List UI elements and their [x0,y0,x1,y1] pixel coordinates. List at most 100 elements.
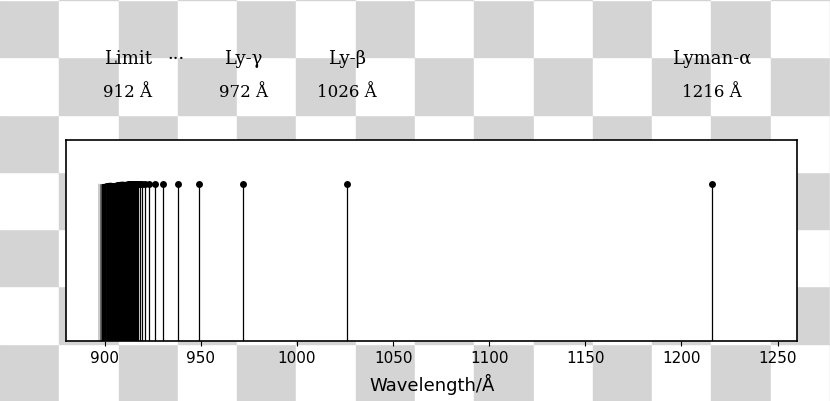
Bar [296,286,356,344]
Text: 1026 Å: 1026 Å [317,85,377,101]
Bar [534,0,593,57]
Bar [178,0,237,57]
Bar [356,172,415,229]
Bar [593,172,652,229]
Bar [711,229,771,286]
Bar [237,57,296,115]
Bar [474,344,534,401]
Bar [415,344,474,401]
Bar [534,229,593,286]
Bar [178,286,237,344]
Bar [296,344,356,401]
Bar [771,344,830,401]
Bar [771,229,830,286]
Bar [119,115,178,172]
Bar [356,0,415,57]
Text: Lyman-α: Lyman-α [672,50,752,68]
Text: Limit: Limit [104,50,152,68]
Bar [593,115,652,172]
Bar [356,229,415,286]
Bar [178,344,237,401]
Bar [711,0,771,57]
Bar [119,229,178,286]
Bar [296,172,356,229]
Bar [771,286,830,344]
Bar [771,0,830,57]
Bar [0,57,59,115]
Bar [652,0,711,57]
Bar [534,344,593,401]
Bar [415,115,474,172]
Bar [296,0,356,57]
Bar [771,57,830,115]
Bar [711,57,771,115]
Bar [178,57,237,115]
Bar [534,172,593,229]
Bar [534,115,593,172]
Text: Ly-γ: Ly-γ [224,50,262,68]
Text: 1216 Å: 1216 Å [682,85,742,101]
Bar [652,344,711,401]
Bar [59,344,119,401]
Bar [59,172,119,229]
Bar [771,172,830,229]
Bar [356,115,415,172]
Bar [711,286,771,344]
Bar [0,0,59,57]
Bar [652,172,711,229]
Bar [534,286,593,344]
Bar [59,57,119,115]
Bar [415,0,474,57]
Bar [178,229,237,286]
Bar [237,0,296,57]
Bar [119,344,178,401]
Bar [652,115,711,172]
Bar [59,115,119,172]
Bar [593,57,652,115]
Text: ···: ··· [168,50,184,68]
Bar [178,172,237,229]
Bar [59,229,119,286]
X-axis label: Wavelength/Å: Wavelength/Å [369,374,495,395]
Bar [237,115,296,172]
Bar [711,172,771,229]
Bar [178,115,237,172]
Bar [593,0,652,57]
Bar [296,115,356,172]
Bar [356,344,415,401]
Bar [474,286,534,344]
Bar [119,172,178,229]
Bar [296,57,356,115]
Bar [652,286,711,344]
Bar [474,115,534,172]
Text: Ly-β: Ly-β [328,50,366,68]
Bar [593,344,652,401]
Bar [0,229,59,286]
Bar [59,0,119,57]
Bar [237,286,296,344]
Bar [474,229,534,286]
Bar [652,229,711,286]
Bar [59,286,119,344]
Bar [0,115,59,172]
Bar [119,57,178,115]
Bar [237,172,296,229]
Bar [0,286,59,344]
Bar [652,57,711,115]
Bar [474,0,534,57]
Bar [0,172,59,229]
Bar [415,229,474,286]
Bar [415,172,474,229]
Bar [415,286,474,344]
Bar [356,286,415,344]
Bar [593,229,652,286]
Bar [119,286,178,344]
Bar [119,0,178,57]
Text: 972 Å: 972 Å [219,85,268,101]
Bar [356,57,415,115]
Bar [237,344,296,401]
Bar [711,344,771,401]
Bar [534,57,593,115]
Text: 912 Å: 912 Å [104,85,153,101]
Bar [474,172,534,229]
